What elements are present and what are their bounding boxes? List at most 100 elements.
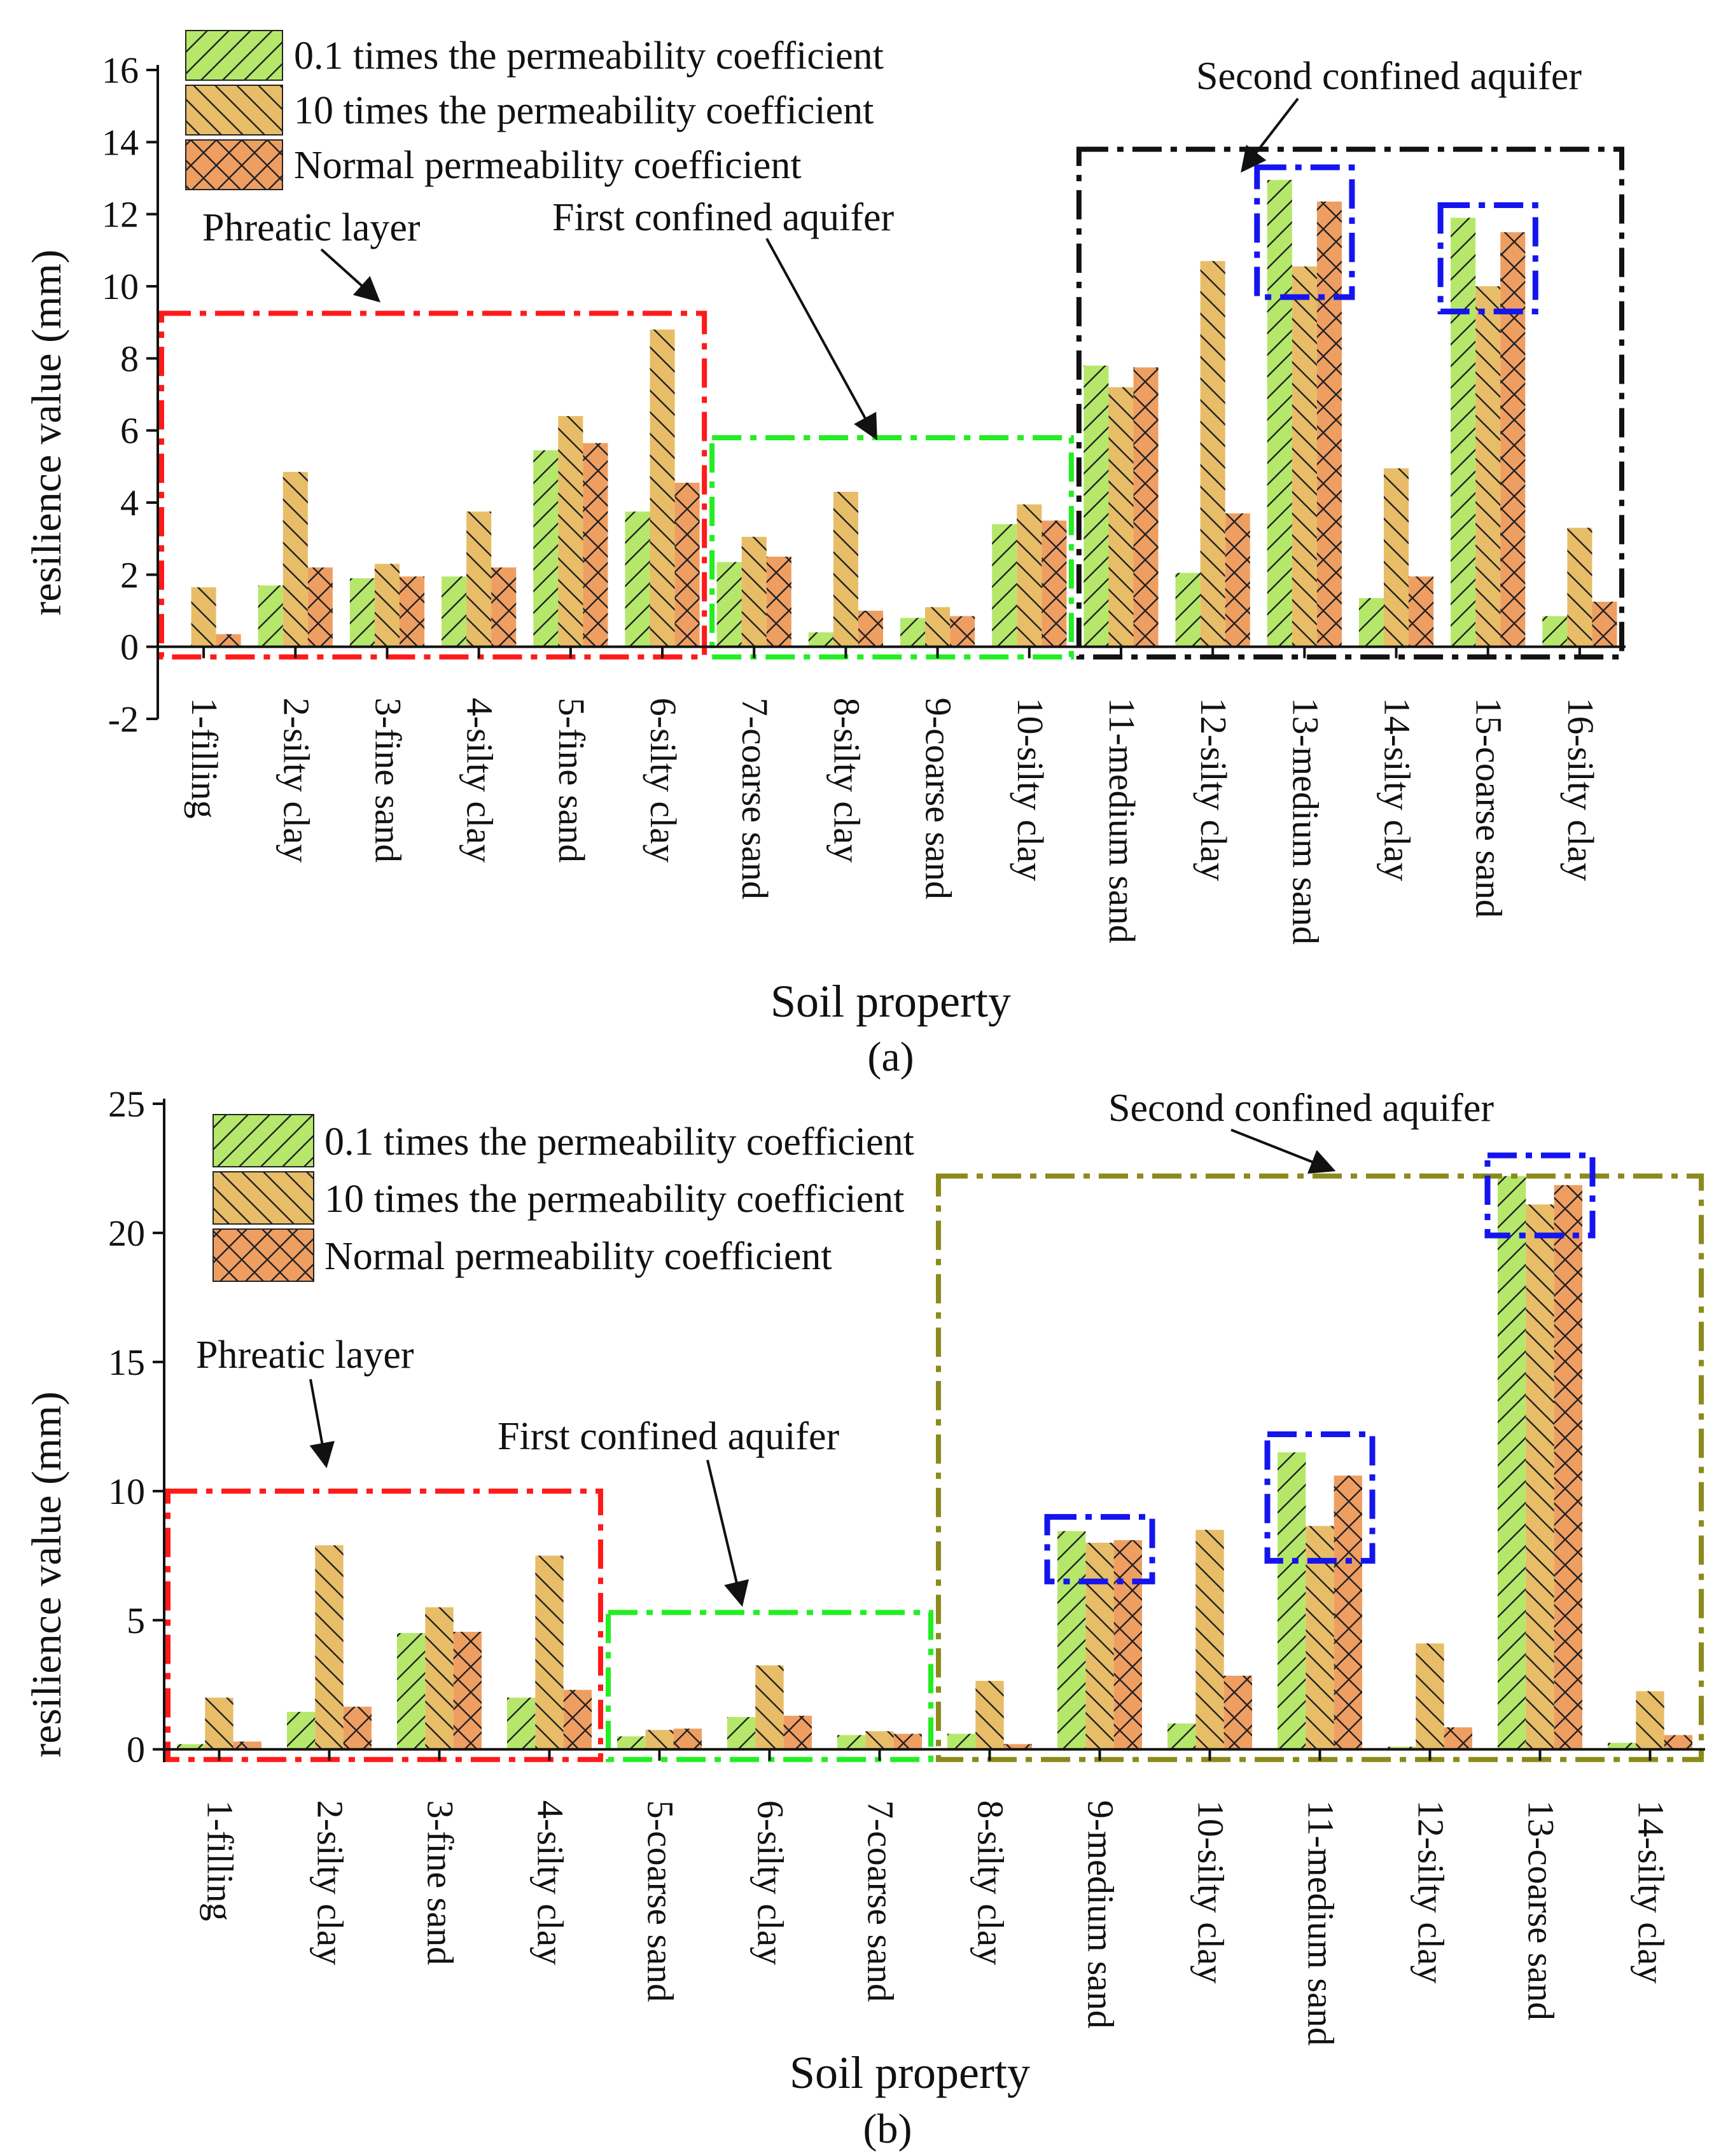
bar-hatch [865,1731,894,1749]
bar-hatch [716,562,742,647]
x-tick-label: 11-medium sand [1101,698,1143,943]
x-tick-label: 9-coarse sand [918,698,959,900]
bar-hatch [1057,1531,1086,1749]
bar-hatch [425,1607,454,1749]
highlight-box [1044,1513,1155,1585]
bar-hatch [650,330,675,647]
bar-hatch [1292,266,1317,647]
bar-hatch [533,450,559,647]
bar-hatch [563,1690,592,1749]
x-tick-label: 1-filling [184,698,225,819]
first-confined-aquifer-label: First confined aquifer [498,1415,840,1458]
chart-b-annotations: Phreatic layer First confined aquifer Se… [196,1087,1494,1607]
x-tick-label: 10-silty clay [1190,1800,1232,1984]
bar-hatch [645,1730,674,1749]
bar-hatch [558,416,583,647]
bar-hatch [1083,365,1109,647]
x-tick-label: 5-coarse sand [640,1800,681,2002]
x-tick-label: 8-silty clay [970,1800,1012,1965]
bar-hatch [625,511,650,647]
bar-hatch [1108,387,1134,647]
bar-hatch [837,1735,866,1749]
bar-hatch [950,616,975,647]
chart-a-y-ticks: -2 0 2 4 6 8 10 12 14 16 [102,50,158,740]
y-tick-label: -2 [108,699,139,740]
bar-hatch [1175,573,1201,647]
bar-hatch [1416,1643,1444,1749]
bar-hatch [741,536,767,647]
x-tick-label: 16-silty clay [1560,698,1601,881]
chart-a-x-ticks: 1-filling 2-silty clay 3-fine sand 4-silty … [184,646,1601,945]
phreatic-layer-label: Phreatic layer [196,1333,414,1377]
bar-hatch [287,1711,316,1749]
x-tick-label: 9-medium sand [1080,1800,1122,2029]
x-tick-label: 14-silty clay [1631,1800,1672,1984]
x-tick-label: 10-silty clay [1010,698,1051,881]
bar-hatch [1500,232,1526,647]
x-tick-label: 7-coarse sand [734,698,776,900]
bar-hatch [1498,1176,1526,1749]
legend-label: 10 times the permeability coefficient [324,1178,904,1221]
legend-swatch-hatch [185,30,283,81]
chart-b-legend: 0.1 times the permeability coefficient 1… [213,1114,914,1282]
first-confined-aquifer-label: First confined aquifer [552,196,895,239]
y-tick-label: 25 [108,1083,145,1125]
y-tick-label: 12 [102,194,139,235]
bar-hatch [766,557,791,647]
bar-hatch [1526,1204,1554,1749]
legend-swatch-hatch [213,1228,314,1282]
x-tick-label: 5-fine sand [551,698,592,863]
chart-a-annotations: Phreatic layer First confined aquifer Se… [202,55,1582,441]
bar-hatch [1316,201,1342,647]
legend-swatch-hatch [185,85,283,136]
y-tick-label: 4 [120,482,139,524]
region-box [709,435,1074,660]
x-tick-label: 4-silty clay [530,1800,571,1965]
y-tick-label: 5 [127,1600,145,1641]
bar-hatch [1195,1529,1224,1749]
bar-hatch [400,576,425,647]
bar-hatch [858,611,883,647]
bar-hatch [216,634,241,647]
highlight-box [1484,1152,1596,1239]
legend-label: Normal permeability coefficient [324,1235,832,1278]
bar-hatch [397,1633,426,1749]
chart-b-y-axis-title: resilience value (mm) [24,1391,70,1757]
bar-hatch [507,1697,536,1749]
bar-hatch [783,1715,812,1749]
bar-hatch [617,1736,646,1749]
bar-hatch [442,576,467,647]
chart-b-y-ticks: 0 5 10 15 20 25 [108,1083,164,1770]
bar-hatch [1085,1543,1114,1749]
bar-hatch [1334,1475,1362,1749]
y-tick-label: 2 [120,554,139,595]
legend-item-orange: Normal permeability coefficient [213,1228,832,1282]
legend-label: 0.1 times the permeability coefficient [294,34,884,78]
chart-b: 0 5 10 15 20 25 1-filling 2-silty clay 3-fine s… [24,1083,1705,2152]
bar-hatch [833,492,858,647]
bar-hatch [1223,1676,1252,1749]
legend-label: 0.1 times the permeability coefficient [324,1120,914,1164]
bar-hatch [1167,1723,1196,1749]
chart-a-y-axis-title: resilience value (mm) [24,249,70,615]
y-tick-label: 10 [102,266,139,307]
chart-a-bars [191,179,1617,647]
bar-hatch [900,618,926,647]
bar-hatch [673,1728,702,1749]
region-box [1076,146,1624,660]
x-tick-label: 6-silty clay [750,1800,791,1965]
x-tick-label: 3-fine sand [367,698,408,863]
x-tick-label: 13-medium sand [1285,698,1326,945]
x-tick-label: 15-coarse sand [1468,698,1510,918]
x-tick-label: 4-silty clay [459,698,501,863]
region-box [165,1488,603,1762]
x-tick-label: 3-fine sand [420,1800,461,1965]
highlight-box [1254,164,1355,300]
bar-hatch [205,1697,233,1749]
chart-b-x-ticks: 1-filling 2-silty clay 3-fine sand 4-silty … [200,1749,1672,2046]
bar-hatch [1592,601,1617,647]
bar-hatch [755,1665,784,1749]
chart-a: -2 0 2 4 6 8 10 12 14 16 1-filling 2-silty clay 3-f… [24,30,1626,1080]
region-box [159,310,707,660]
